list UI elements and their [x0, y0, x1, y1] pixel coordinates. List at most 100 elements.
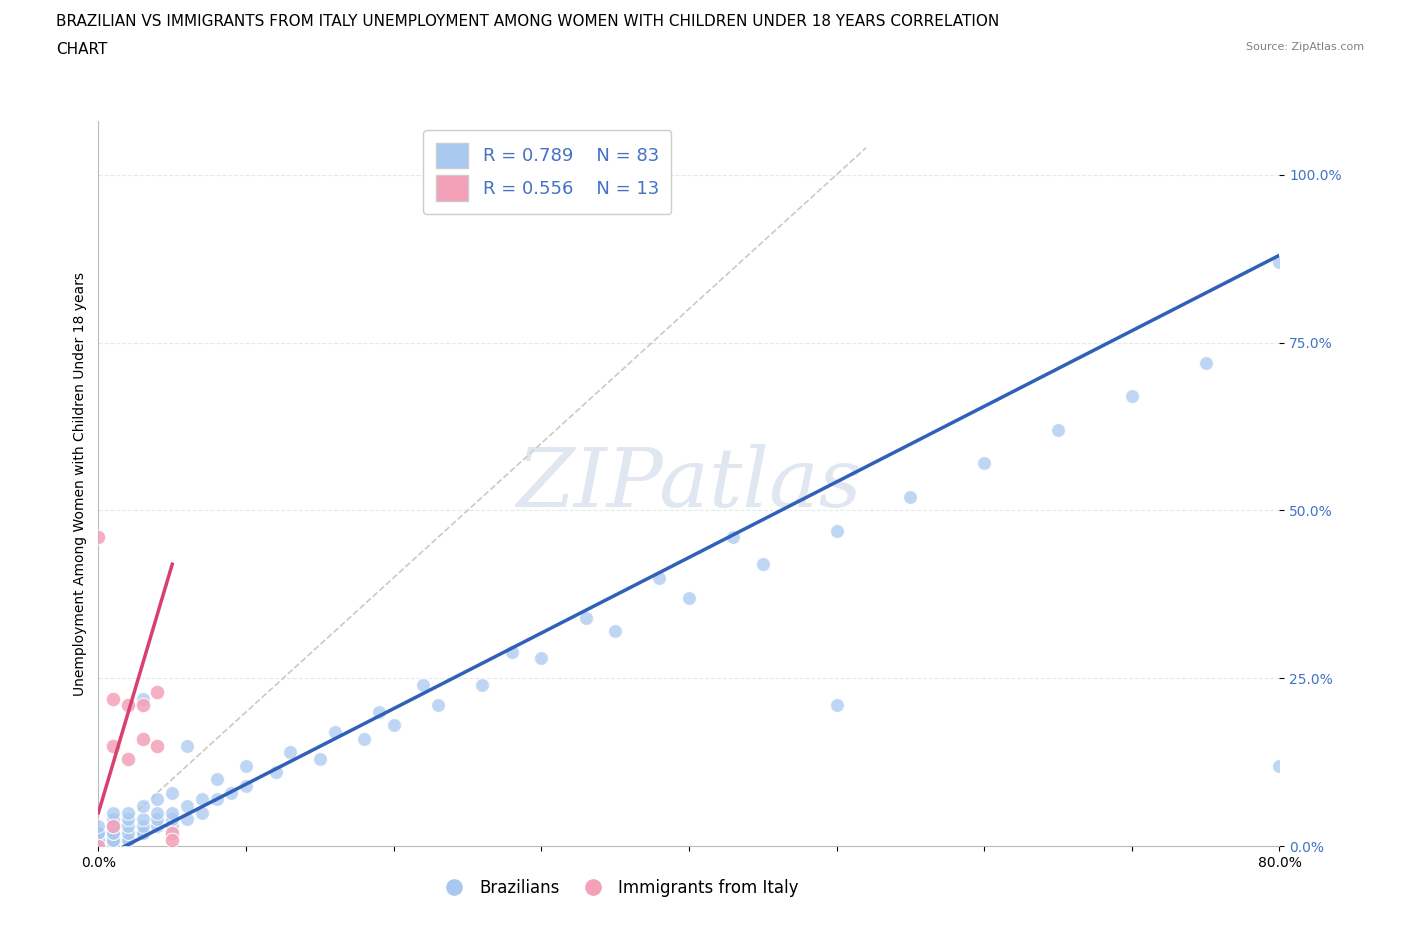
Point: [146, 791, 169, 806]
Point: [678, 591, 700, 605]
Point: [132, 799, 155, 814]
Point: [900, 489, 922, 504]
Point: [103, 818, 125, 833]
Point: [1195, 355, 1218, 370]
Point: [1268, 758, 1291, 773]
Point: [278, 745, 302, 760]
Point: [117, 826, 139, 841]
Point: [117, 832, 139, 847]
Point: [721, 530, 744, 545]
Point: [132, 698, 155, 712]
Point: [117, 812, 139, 827]
Point: [87, 826, 110, 841]
Point: [825, 524, 848, 538]
Point: [87, 826, 110, 841]
Point: [235, 758, 257, 773]
Point: [87, 839, 110, 854]
Point: [87, 530, 110, 545]
Point: [146, 684, 169, 699]
Point: [103, 691, 125, 706]
Point: [751, 557, 773, 572]
Point: [176, 812, 198, 827]
Point: [87, 839, 110, 854]
Point: [648, 570, 671, 585]
Point: [574, 610, 596, 625]
Point: [103, 818, 125, 833]
Point: [117, 751, 139, 766]
Point: [87, 839, 110, 854]
Point: [87, 832, 110, 847]
Point: [501, 644, 523, 659]
Text: CHART: CHART: [56, 42, 108, 57]
Text: ZIPatlas: ZIPatlas: [516, 444, 862, 524]
Point: [87, 839, 110, 854]
Point: [132, 826, 155, 841]
Point: [205, 772, 228, 787]
Point: [117, 698, 139, 712]
Point: [309, 751, 332, 766]
Point: [87, 818, 110, 833]
Point: [162, 785, 183, 800]
Point: [530, 651, 553, 666]
Y-axis label: Unemployment Among Women with Children Under 18 years: Unemployment Among Women with Children U…: [73, 272, 87, 696]
Point: [235, 778, 257, 793]
Point: [219, 785, 242, 800]
Point: [382, 718, 405, 733]
Point: [117, 818, 139, 833]
Point: [605, 624, 627, 639]
Point: [117, 832, 139, 847]
Point: [103, 832, 125, 847]
Text: Source: ZipAtlas.com: Source: ZipAtlas.com: [1246, 42, 1364, 52]
Point: [87, 832, 110, 847]
Point: [132, 691, 155, 706]
Point: [162, 818, 183, 833]
Point: [103, 832, 125, 847]
Point: [87, 839, 110, 854]
Point: [162, 812, 183, 827]
Point: [132, 731, 155, 746]
Point: [162, 805, 183, 820]
Point: [87, 839, 110, 854]
Point: [353, 731, 375, 746]
Point: [825, 698, 848, 712]
Point: [973, 456, 995, 471]
Point: [191, 791, 214, 806]
Point: [146, 818, 169, 833]
Point: [146, 738, 169, 753]
Point: [176, 799, 198, 814]
Point: [1046, 422, 1069, 437]
Point: [1268, 255, 1291, 270]
Point: [162, 832, 183, 847]
Point: [87, 839, 110, 854]
Point: [146, 805, 169, 820]
Point: [103, 812, 125, 827]
Text: BRAZILIAN VS IMMIGRANTS FROM ITALY UNEMPLOYMENT AMONG WOMEN WITH CHILDREN UNDER : BRAZILIAN VS IMMIGRANTS FROM ITALY UNEMP…: [56, 14, 1000, 29]
Point: [103, 839, 125, 854]
Point: [132, 818, 155, 833]
Point: [191, 805, 214, 820]
Legend: Brazilians, Immigrants from Italy: Brazilians, Immigrants from Italy: [432, 872, 806, 903]
Point: [103, 832, 125, 847]
Point: [103, 826, 125, 841]
Point: [368, 705, 391, 720]
Point: [323, 724, 346, 739]
Point: [412, 678, 434, 693]
Point: [117, 805, 139, 820]
Point: [1121, 389, 1143, 404]
Point: [132, 826, 155, 841]
Point: [427, 698, 450, 712]
Point: [146, 812, 169, 827]
Point: [87, 832, 110, 847]
Point: [87, 839, 110, 854]
Point: [103, 805, 125, 820]
Point: [264, 765, 287, 780]
Point: [103, 738, 125, 753]
Point: [132, 812, 155, 827]
Point: [162, 826, 183, 841]
Point: [87, 832, 110, 847]
Point: [205, 791, 228, 806]
Point: [87, 839, 110, 854]
Point: [87, 826, 110, 841]
Point: [103, 839, 125, 854]
Point: [471, 678, 494, 693]
